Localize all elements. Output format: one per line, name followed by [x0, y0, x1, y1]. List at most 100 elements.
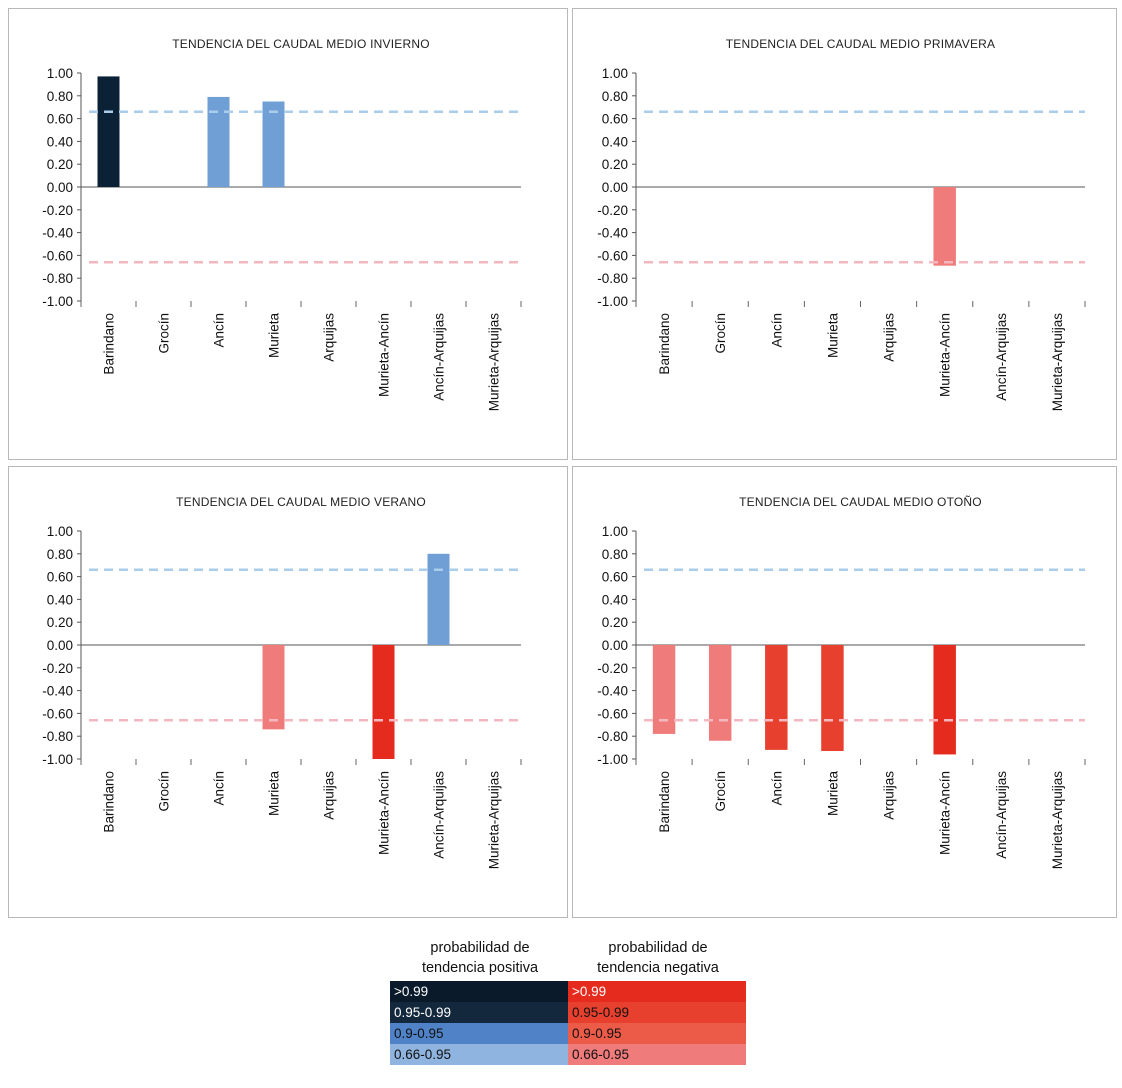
category-label: Arquijas: [882, 771, 897, 820]
y-tick-label: -0.60: [597, 248, 628, 263]
chart-invierno: TENDENCIA DEL CAUDAL MEDIO INVIERNO 1.00 0…: [42, 37, 522, 412]
y-tick-label: -0.80: [42, 271, 73, 286]
category-label: Arquijas: [882, 313, 897, 362]
y-tick-label: 0.20: [47, 615, 73, 630]
y-tick-label: 0.20: [602, 615, 628, 630]
y-tick-label: -1.00: [597, 752, 628, 767]
category-label: Ancín: [212, 313, 227, 348]
category-label: Murieta: [825, 771, 840, 817]
probability-legend: probabilidad de tendencia positiva proba…: [390, 938, 750, 1088]
y-tick-label: 1.00: [47, 66, 73, 81]
category-label: Ancín-Arquijas: [994, 313, 1009, 401]
bar-ancín: [207, 96, 230, 187]
bar-barindano: [652, 645, 676, 734]
y-tick-label: 0.40: [602, 134, 628, 149]
y-tick-label: -0.60: [42, 248, 73, 263]
y-tick-label: 0.40: [602, 592, 628, 607]
y-tick-label: 0.60: [47, 112, 73, 127]
y-tick-label: 0.40: [47, 134, 73, 149]
category-label: Ancín-Arquijas: [432, 313, 447, 401]
category-label: Ancín-Arquijas: [994, 771, 1009, 859]
legend-positive-row: 0.9-0.95: [390, 1023, 568, 1044]
category-label: Grocín: [157, 771, 172, 812]
legend-negative-title-line2: tendencia negativa: [597, 960, 719, 976]
y-tick-label: 1.00: [47, 524, 73, 539]
bar-ancín-arquijas: [427, 553, 450, 645]
category-label: Murieta-Arquijas: [487, 313, 502, 412]
legend-positive-row: 0.95-0.99: [390, 1002, 568, 1023]
chart-title: TENDENCIA DEL CAUDAL MEDIO VERANO: [176, 495, 426, 509]
y-tick-label: -0.80: [42, 729, 73, 744]
legend-negative-row: >0.99: [568, 981, 746, 1002]
category-label: Murieta-Arquijas: [1050, 771, 1065, 870]
bar-ancín: [765, 645, 788, 750]
y-tick-label: -0.40: [42, 226, 73, 241]
legend-negative-title-line1: probabilidad de: [608, 940, 708, 956]
y-tick-label: 0.00: [47, 180, 73, 195]
category-label: Arquijas: [322, 771, 337, 820]
y-tick-label: 1.00: [602, 524, 628, 539]
y-tick-label: 0.40: [47, 592, 73, 607]
bar-murieta-ancín: [933, 187, 956, 266]
y-tick-label: 0.60: [47, 570, 73, 585]
legend-positive-title-line2: tendencia positiva: [421, 960, 539, 976]
chart-panel-primavera: TENDENCIA DEL CAUDAL MEDIO PRIMAVERA 1.00…: [572, 8, 1117, 460]
category-label: Barindano: [657, 771, 672, 833]
y-tick-label: 1.00: [602, 66, 628, 81]
y-tick-label: -0.80: [597, 729, 628, 744]
y-tick-label: 0.00: [47, 638, 73, 653]
category-label: Ancín-Arquijas: [432, 771, 447, 859]
category-label: Murieta: [267, 313, 282, 359]
category-label: Ancín: [212, 771, 227, 806]
y-tick-label: -0.80: [597, 271, 628, 286]
category-label: Murieta-Ancín: [938, 313, 953, 397]
category-label: Murieta-Ancín: [377, 313, 392, 397]
chart-title: TENDENCIA DEL CAUDAL MEDIO PRIMAVERA: [726, 37, 995, 51]
category-label: Grocín: [713, 313, 728, 354]
y-tick-label: 0.00: [602, 180, 628, 195]
chart-panel-verano: TENDENCIA DEL CAUDAL MEDIO VERANO 1.00 0.8…: [8, 466, 568, 918]
bar-murieta-ancín: [372, 645, 395, 759]
chart-otono: TENDENCIA DEL CAUDAL MEDIO OTOÑO 1.00 0.80…: [597, 495, 1086, 870]
y-tick-label: -0.20: [597, 661, 628, 676]
y-tick-label: -0.60: [597, 706, 628, 721]
y-tick-label: -0.20: [42, 203, 73, 218]
y-tick-label: -1.00: [42, 752, 73, 767]
bar-murieta: [821, 645, 844, 752]
category-label: Barindano: [102, 771, 117, 833]
category-label: Murieta-Ancín: [377, 771, 392, 855]
category-label: Murieta-Arquijas: [1050, 313, 1065, 412]
y-tick-label: 0.00: [602, 638, 628, 653]
legend-negative-row: 0.9-0.95: [568, 1023, 746, 1044]
category-label: Murieta: [825, 313, 840, 359]
legend-negative-row: 0.66-0.95: [568, 1044, 746, 1065]
y-tick-label: -0.60: [42, 706, 73, 721]
chart-verano: TENDENCIA DEL CAUDAL MEDIO VERANO 1.00 0.8…: [42, 495, 522, 870]
y-tick-label: -1.00: [42, 294, 73, 309]
category-label: Barindano: [657, 313, 672, 375]
y-tick-label: 0.80: [47, 89, 73, 104]
bar-murieta: [262, 101, 285, 187]
bar-grocín: [708, 645, 732, 741]
legend-positive-title: probabilidad de tendencia positiva: [390, 938, 570, 978]
category-label: Barindano: [102, 313, 117, 375]
legend-negative-title: probabilidad de tendencia negativa: [568, 938, 748, 978]
chart-title: TENDENCIA DEL CAUDAL MEDIO INVIERNO: [172, 37, 430, 51]
category-label: Ancín: [769, 771, 784, 806]
category-label: Ancín: [769, 313, 784, 348]
chart-panel-invierno: TENDENCIA DEL CAUDAL MEDIO INVIERNO 1.00 0…: [8, 8, 568, 460]
y-tick-label: 0.60: [602, 570, 628, 585]
y-tick-label: -0.20: [597, 203, 628, 218]
category-label: Murieta-Arquijas: [487, 771, 502, 870]
y-tick-label: 0.20: [602, 157, 628, 172]
category-label: Grocín: [157, 313, 172, 354]
chart-panel-otono: TENDENCIA DEL CAUDAL MEDIO OTOÑO 1.00 0.80…: [572, 466, 1117, 918]
bar-murieta-ancín: [933, 645, 956, 755]
y-tick-label: 0.80: [602, 547, 628, 562]
category-label: Arquijas: [322, 313, 337, 362]
y-tick-label: -0.20: [42, 661, 73, 676]
category-label: Murieta-Ancín: [938, 771, 953, 855]
bar-barindano: [97, 76, 120, 187]
category-label: Murieta: [267, 771, 282, 817]
legend-negative-row: 0.95-0.99: [568, 1002, 746, 1023]
